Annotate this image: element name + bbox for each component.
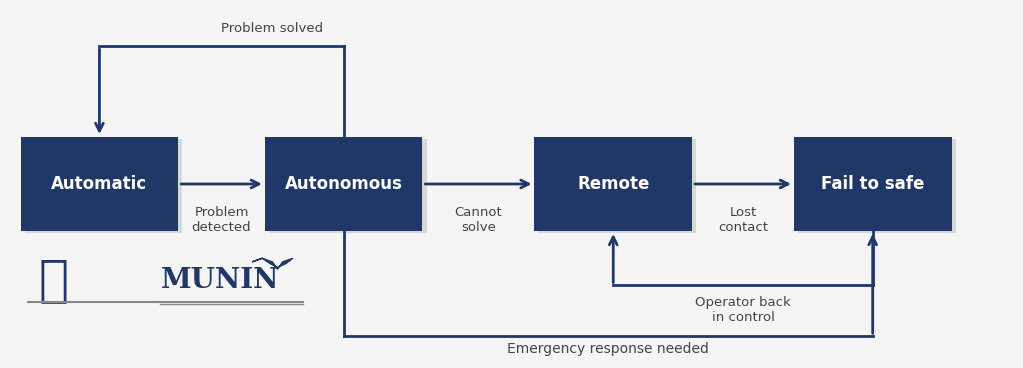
Text: MUNIN: MUNIN <box>161 266 279 294</box>
FancyBboxPatch shape <box>538 139 697 233</box>
Text: Fail to safe: Fail to safe <box>821 175 925 193</box>
Text: Autonomous: Autonomous <box>284 175 403 193</box>
Text: Remote: Remote <box>577 175 650 193</box>
Text: ✦: ✦ <box>272 265 273 266</box>
FancyBboxPatch shape <box>269 139 427 233</box>
Text: Automatic: Automatic <box>51 175 147 193</box>
FancyBboxPatch shape <box>794 137 951 231</box>
FancyBboxPatch shape <box>798 139 955 233</box>
Text: Cannot
solve: Cannot solve <box>454 206 502 234</box>
Text: Lost
contact: Lost contact <box>718 206 768 234</box>
FancyBboxPatch shape <box>265 137 422 231</box>
Text: Problem
detected: Problem detected <box>191 206 252 234</box>
Text: Operator back
in control: Operator back in control <box>695 296 791 324</box>
Text: Emergency response needed: Emergency response needed <box>507 342 709 355</box>
FancyBboxPatch shape <box>534 137 693 231</box>
Text: ⛴: ⛴ <box>39 256 69 304</box>
Text: Problem solved: Problem solved <box>221 22 323 35</box>
FancyBboxPatch shape <box>25 139 182 233</box>
FancyBboxPatch shape <box>20 137 178 231</box>
Polygon shape <box>252 258 293 269</box>
